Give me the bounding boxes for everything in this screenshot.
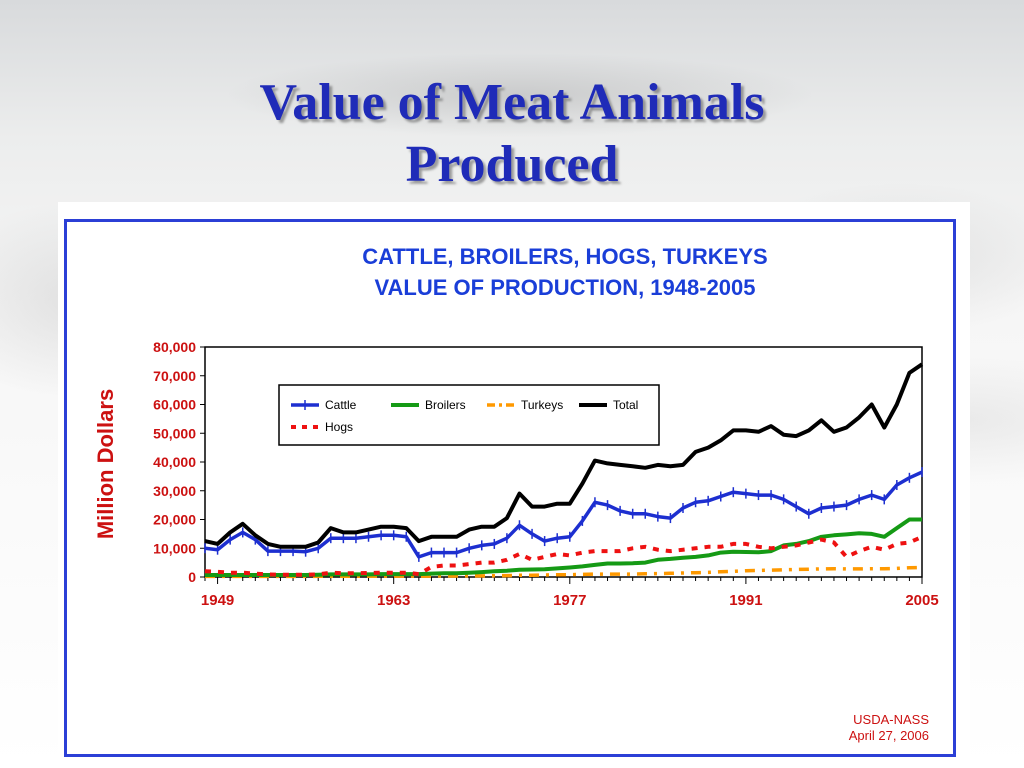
chart-legend: Cattle Broilers Turkeys Total Hogs <box>278 384 660 446</box>
source-date: April 27, 2006 <box>849 728 929 743</box>
y-tick-label: 30,000 <box>153 483 196 499</box>
y-tick-label: 0 <box>188 569 196 585</box>
y-tick-label: 80,000 <box>153 339 196 355</box>
legend-label-cattle: Cattle <box>325 398 357 412</box>
series-line-turkeys <box>205 565 923 579</box>
x-tick-label: 1949 <box>201 592 234 609</box>
legend-label-turkeys: Turkeys <box>521 398 563 412</box>
plot-series <box>204 362 924 579</box>
y-tick-label: 60,000 <box>153 397 196 413</box>
y-tick-label: 20,000 <box>153 512 196 528</box>
x-tick-label: 1963 <box>377 592 410 609</box>
legend-label-broilers: Broilers <box>425 398 466 412</box>
y-tick-label: 50,000 <box>153 425 196 441</box>
chart-title-line-2: VALUE OF PRODUCTION, 1948-2005 <box>374 275 755 300</box>
x-tick-label: 1991 <box>729 592 762 609</box>
y-tick-label: 70,000 <box>153 368 196 384</box>
y-tick-label: 40,000 <box>153 454 196 470</box>
legend-box <box>278 384 660 446</box>
slide-title: Value of Meat Animals Produced <box>0 72 1024 196</box>
y-axis-label: Million Dollars <box>93 389 118 539</box>
series-line-hogs <box>204 534 923 577</box>
chart-title-line-1: CATTLE, BROILERS, HOGS, TURKEYS <box>362 244 767 269</box>
series-line-total <box>204 362 924 549</box>
x-tick-label: 1977 <box>553 592 586 609</box>
chart-frame: CATTLE, BROILERS, HOGS, TURKEYS VALUE OF… <box>64 219 956 757</box>
series-line-cattle <box>204 470 923 559</box>
slide-title-line-1: Value of Meat Animals <box>259 74 765 131</box>
x-tick-label: 2005 <box>905 592 938 609</box>
legend-label-hogs: Hogs <box>325 420 353 434</box>
line-chart: CATTLE, BROILERS, HOGS, TURKEYS VALUE OF… <box>93 244 939 743</box>
source-label: USDA-NASS <box>853 712 929 727</box>
axes: 0 10,000 20,000 30,000 40,000 50,000 60,000 70,… <box>153 339 939 609</box>
series-line-broilers <box>205 517 922 577</box>
legend-label-total: Total <box>613 398 638 412</box>
slide-title-line-2: Produced <box>405 136 619 193</box>
y-tick-label: 10,000 <box>153 540 196 556</box>
chart-panel: CATTLE, BROILERS, HOGS, TURKEYS VALUE OF… <box>58 202 970 764</box>
